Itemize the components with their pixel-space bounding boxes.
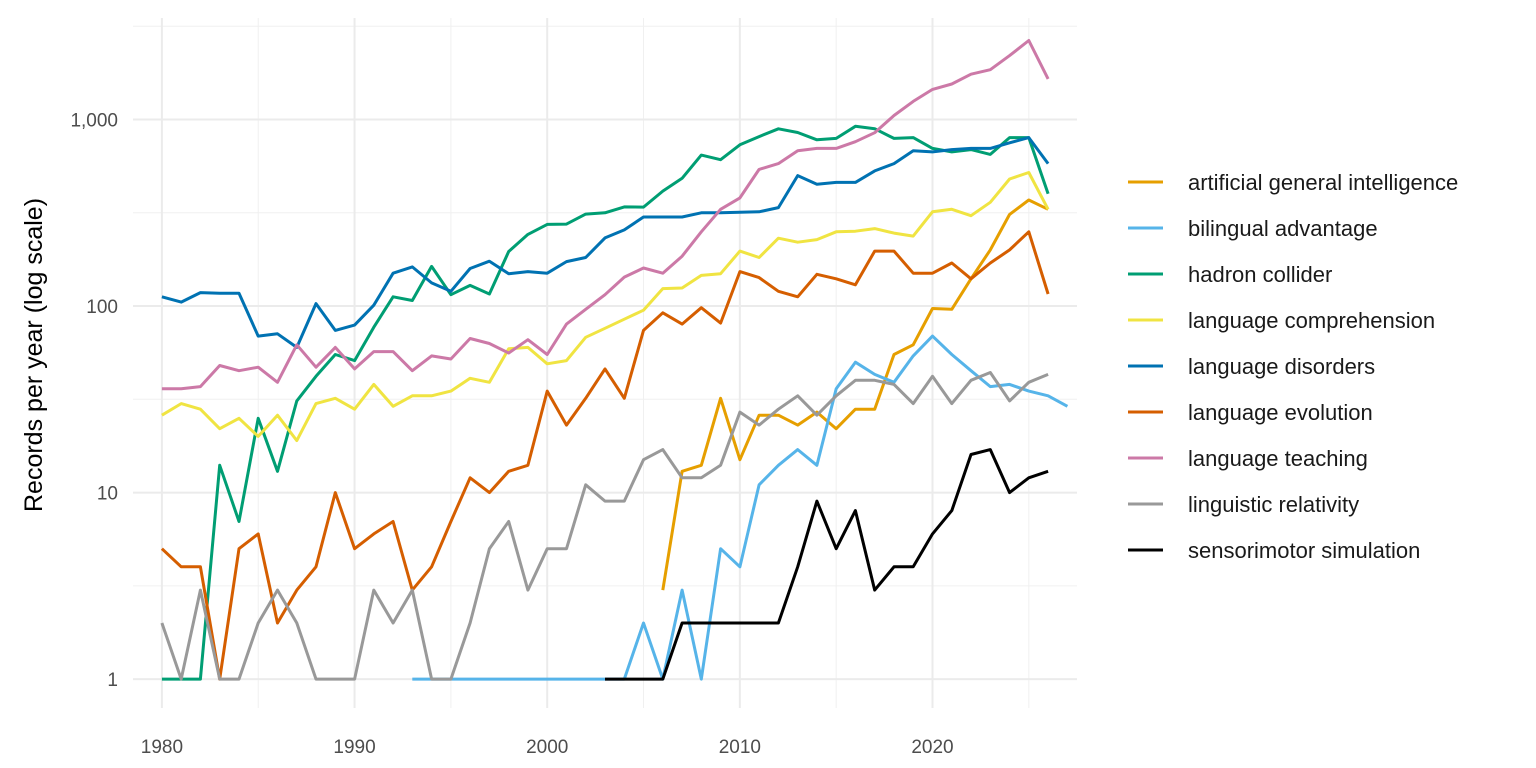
x-tick-label: 1990 <box>333 737 375 758</box>
legend-label: hadron collider <box>1188 262 1332 287</box>
legend-label: language comprehension <box>1188 308 1435 333</box>
x-tick-label: 1980 <box>141 737 183 758</box>
legend-item-language-evolution: language evolution <box>1128 400 1373 425</box>
legend-label: linguistic relativity <box>1188 492 1359 517</box>
legend-label: language teaching <box>1188 446 1368 471</box>
x-tick-label: 2010 <box>719 737 761 758</box>
y-axis-title: Records per year (log scale) <box>20 198 48 512</box>
x-tick-label: 2000 <box>526 737 568 758</box>
series-line-sensorimotor-simulation <box>605 448 1049 681</box>
legend-item-bilingual-advantage: bilingual advantage <box>1128 216 1378 241</box>
legend-item-language-comprehension: language comprehension <box>1128 308 1435 333</box>
series-lines <box>160 39 1069 681</box>
legend-label: artificial general intelligence <box>1188 170 1458 195</box>
series-line-language-teaching <box>161 39 1050 391</box>
minor-gridlines <box>133 18 1077 708</box>
series-line-bilingual-advantage <box>412 334 1069 681</box>
legend-label: language disorders <box>1188 354 1375 379</box>
legend-label: sensorimotor simulation <box>1188 538 1420 563</box>
legend-item-sensorimotor-simulation: sensorimotor simulation <box>1128 538 1420 563</box>
x-axis-ticks: 1980 1990 2000 2010 2020 <box>141 737 954 758</box>
series-line-linguistic-relativity <box>160 371 1049 681</box>
legend-item-artificial-general-intelligence: artificial general intelligence <box>1128 170 1458 195</box>
y-tick-label: 10 <box>97 484 118 505</box>
series-line-language-evolution <box>160 230 1050 681</box>
y-tick-label: 1,000 <box>70 110 118 131</box>
x-tick-label: 2020 <box>911 737 953 758</box>
series-line-language-disorders <box>161 136 1050 349</box>
y-tick-label: 1 <box>107 670 118 691</box>
legend-item-hadron-collider: hadron collider <box>1128 262 1332 287</box>
series-line-hadron-collider <box>161 124 1050 681</box>
legend-label: language evolution <box>1188 400 1373 425</box>
y-axis-ticks: 1 10 100 1,000 <box>70 110 118 691</box>
legend: artificial general intelligence bilingual… <box>1128 170 1458 563</box>
legend-label: bilingual advantage <box>1188 216 1378 241</box>
legend-item-linguistic-relativity: linguistic relativity <box>1128 492 1359 517</box>
y-tick-label: 100 <box>86 297 118 318</box>
series-line-language-comprehension <box>161 171 1050 443</box>
major-gridlines <box>133 18 1077 708</box>
legend-item-language-disorders: language disorders <box>1128 354 1375 379</box>
series-line-artificial-general-intelligence <box>661 198 1049 591</box>
legend-item-language-teaching: language teaching <box>1128 446 1368 471</box>
